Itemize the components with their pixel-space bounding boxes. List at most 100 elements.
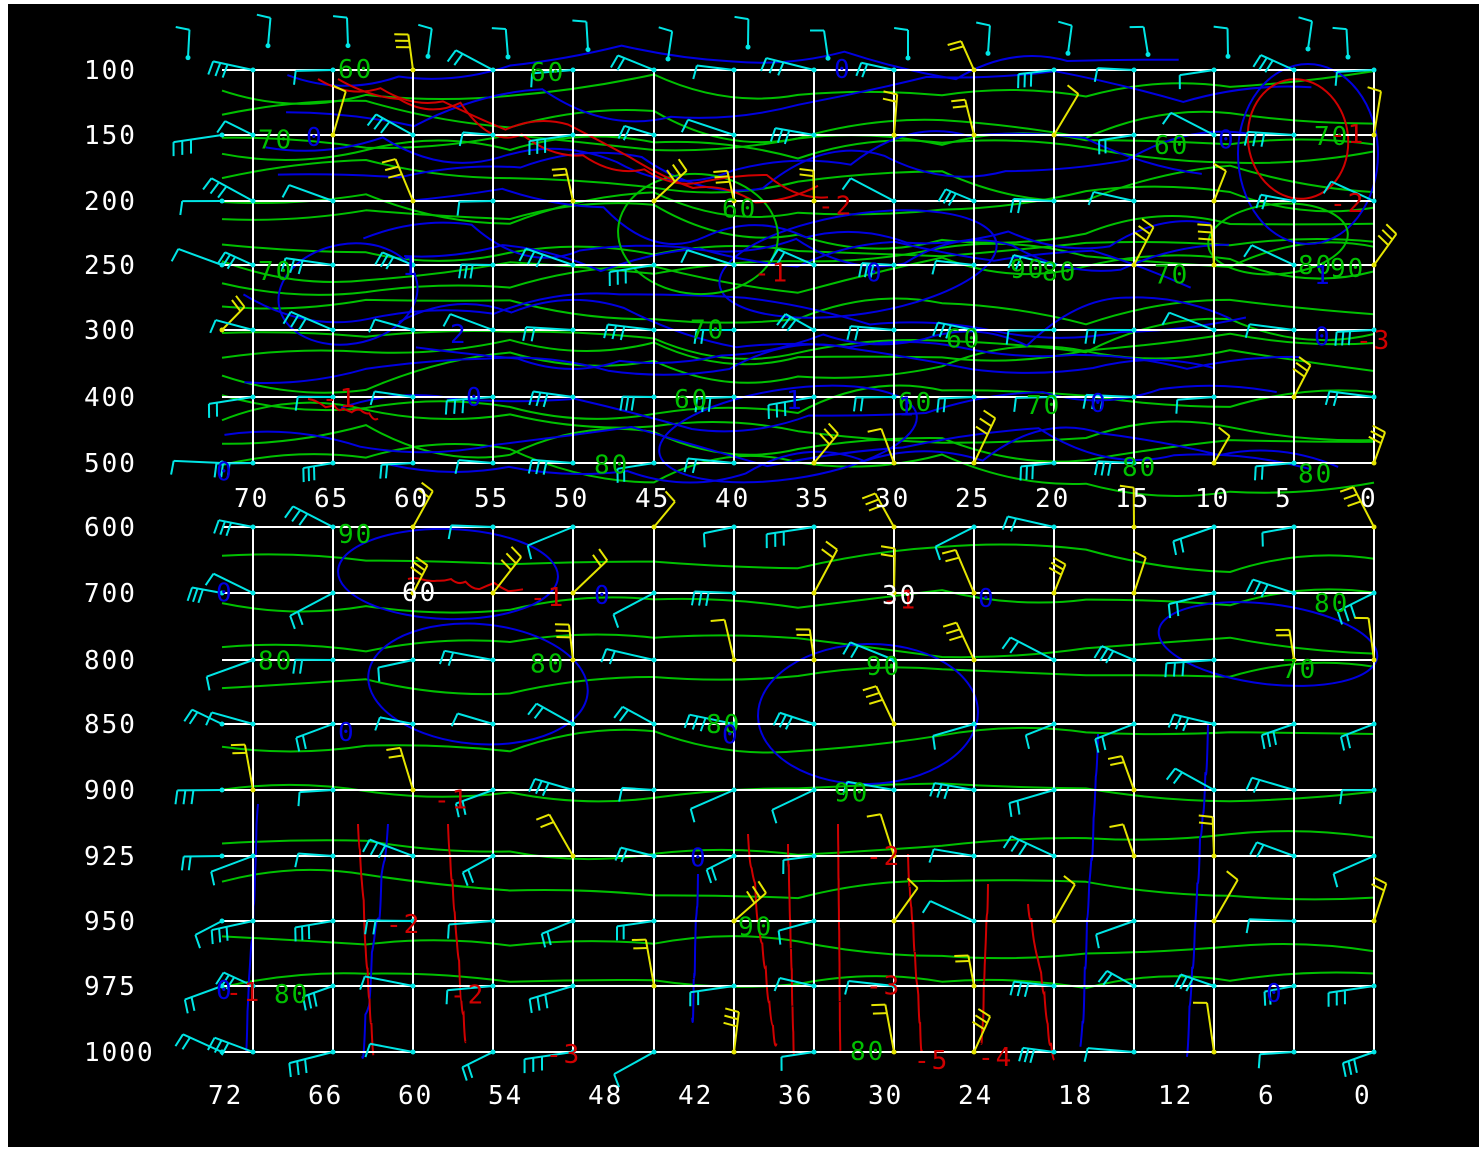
wind-barb [374,251,416,270]
contour-label-green: 70 [690,315,725,345]
contour-loop [337,527,559,621]
contour-label-green: 90 [738,912,773,942]
wind-barb [658,26,674,62]
wind-barb [1172,524,1217,556]
wind-barb [1131,218,1155,268]
wind-barb [1324,390,1377,407]
wind-barb [651,158,688,204]
wind-barb [256,13,272,49]
wind-barb [179,198,225,216]
wind-barb [1001,636,1057,663]
contour-label-red: -5 [914,1046,949,1076]
wind-barb [680,118,737,138]
contour-label-green: 70 [258,126,293,156]
wind-barb [795,628,817,663]
wind-barb [281,184,336,204]
wind-barb [1371,876,1388,924]
wind-barb [1051,875,1076,924]
contour-label-green: 60 [530,58,565,88]
wind-barb [612,590,657,628]
wind-barb [1263,983,1297,1006]
contour-label-green: 80 [594,450,629,480]
contour-line [415,296,1231,370]
wind-barb [780,1049,817,1071]
y-tick-label: 850 [84,710,137,740]
wind-barb [1175,394,1217,414]
wind-barb [618,786,657,802]
wind-barb [1119,484,1137,530]
x-tick-label-bottom: 54 [488,1081,523,1111]
wind-barb [1332,853,1377,888]
contour-line [837,823,842,1051]
wind-barb [1211,870,1239,924]
contour-label-blue: 2 [450,320,468,350]
contour-line [242,292,1247,339]
contour-label-green: 90 [1010,255,1045,285]
wind-barb [359,975,416,990]
wind-barb [1017,67,1057,89]
wind-barb [1354,616,1377,663]
wind-barb [603,323,657,341]
wind-barb [527,702,576,727]
wind-barb [1173,973,1217,992]
wind-barb [204,572,256,596]
wind-barb [368,318,416,333]
wind-barb [767,394,817,419]
contour-line [317,78,819,204]
contour-label-blue: 0 [866,258,884,288]
contour-label-green: 70 [1282,655,1317,685]
wind-barb [205,711,256,727]
contour-line [244,343,1215,384]
wind-barb [861,492,897,530]
contour-loop [1246,78,1350,200]
contour-line [221,241,1375,284]
wind-barb [1164,657,1217,678]
wind-barb [418,23,433,59]
wind-barb [616,460,657,483]
wind-barb [213,519,256,537]
wind-barb [1009,980,1057,998]
wind-barb [610,54,657,73]
wind-barb [1093,67,1137,83]
wind-barb [1332,26,1351,60]
wind-barb [937,188,977,207]
wind-barb [369,390,416,406]
wind-barb [364,918,416,935]
contour-label-green: 80 [1298,251,1333,281]
wind-barb [1245,578,1297,598]
contour-lines [221,44,1380,1061]
wind-barb [207,1036,256,1056]
wind-barb [572,19,591,53]
wind-barb [866,813,897,859]
wind-barb [1129,25,1151,58]
wind-barb [302,983,336,1011]
wind-barb [713,169,737,204]
wind-barb [362,838,416,859]
wind-barb [811,422,839,466]
wind-barb [683,713,737,732]
x-tick-label-bottom: 48 [588,1081,623,1111]
x-tick-label-bottom: 0 [1354,1081,1372,1111]
wind-barb [1245,918,1297,934]
wind-barb [921,900,977,924]
wind-barb [932,721,977,750]
contour-label-blue: 1 [786,386,804,416]
contour-line [447,823,467,1044]
x-tick-label-top: 55 [474,484,509,514]
wind-barb [175,26,191,61]
wind-barb [867,427,897,466]
wind-barb [180,853,225,871]
wind-barb [446,49,496,73]
wind-barb [882,90,899,138]
contour-label-blue: 0 [1090,389,1108,419]
contour-line [221,830,1375,861]
contour-label-green: 70 [1026,391,1061,421]
contour-line [221,70,1375,105]
contour-label-red: -1 [322,384,357,414]
wind-barb [931,259,977,275]
wind-barb [619,394,657,411]
wind-barb [731,880,767,924]
wind-barb [444,394,496,415]
wind-barb [230,743,256,793]
contour-label-green: 60 [674,385,709,415]
